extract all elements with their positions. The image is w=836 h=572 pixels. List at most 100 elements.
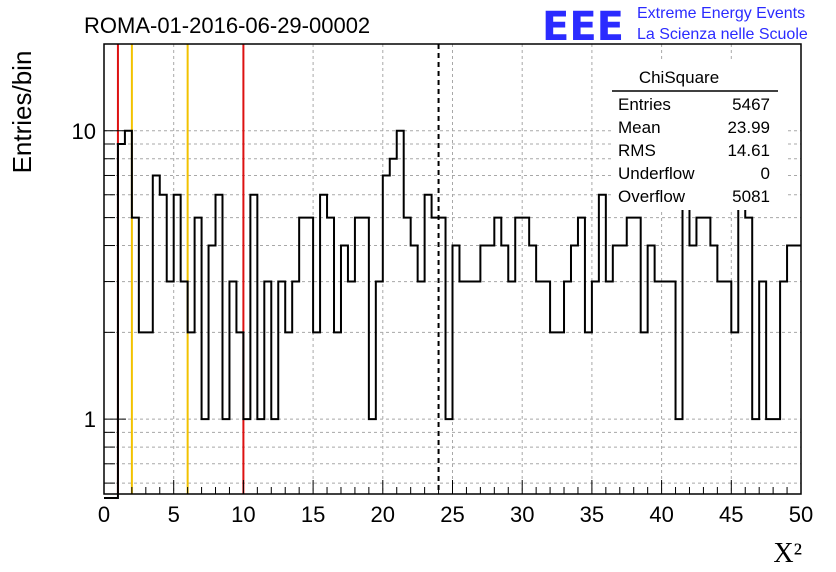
- histogram-bin: [620, 246, 627, 494]
- histogram-bin: [139, 332, 146, 494]
- x-tick-label: 0: [98, 502, 110, 527]
- histogram-bin: [397, 131, 404, 494]
- x-tick-label: 15: [301, 502, 325, 527]
- histogram-bin: [683, 195, 690, 494]
- stat-value: 5467: [732, 95, 770, 114]
- stat-value: 0: [761, 164, 770, 183]
- histogram-bin: [752, 419, 759, 494]
- histogram-bin: [320, 195, 327, 494]
- logo-mark: EEE: [542, 4, 624, 50]
- histogram-bin: [299, 218, 306, 494]
- histogram-bin: [195, 218, 202, 494]
- histogram-bin: [236, 332, 243, 494]
- histogram-bin: [794, 246, 801, 494]
- axis-ticks: [103, 43, 802, 494]
- histogram-bin: [648, 246, 655, 494]
- histogram-bin: [592, 282, 599, 494]
- histogram-bin: [494, 218, 501, 494]
- histogram-bin: [564, 282, 571, 494]
- histogram-bin: [759, 282, 766, 494]
- histogram-bin: [787, 246, 794, 494]
- stats-box: ChiSquare Entries 5467 Mean 23.99 RMS 14…: [612, 62, 786, 210]
- histogram-bin: [662, 282, 669, 494]
- histogram-bin: [717, 282, 724, 494]
- histogram-bin: [543, 282, 550, 494]
- histogram-bin: [181, 282, 188, 494]
- histogram-bin: [501, 246, 508, 494]
- histogram-bin: [292, 282, 299, 494]
- histogram-bin: [738, 195, 745, 494]
- histogram-bin: [355, 218, 362, 494]
- histogram-bin: [550, 332, 557, 494]
- histogram-bin: [146, 332, 153, 494]
- tick-labels: 0 5 10 15 20 25 30 35 40 45 50 1 10: [72, 119, 814, 527]
- histogram-bin: [466, 282, 473, 494]
- histogram-bin: [209, 246, 216, 494]
- histogram-bin: [599, 195, 606, 494]
- histogram-bin: [132, 218, 139, 494]
- histogram-bin: [515, 218, 522, 494]
- histogram-step-line: [104, 129, 801, 499]
- x-tick-label: 30: [510, 502, 534, 527]
- stats-title: ChiSquare: [639, 68, 719, 87]
- stat-value: 14.61: [727, 141, 770, 160]
- y-axis-title: Entries/bin: [7, 51, 37, 174]
- histogram-bin: [118, 144, 125, 494]
- histogram-bin: [459, 282, 466, 494]
- histogram-bin: [487, 246, 494, 494]
- x-tick-label: 35: [580, 502, 604, 527]
- histogram-bin: [285, 332, 292, 494]
- histogram-bin: [446, 419, 453, 494]
- histogram-bin: [250, 195, 257, 494]
- stat-label: Mean: [618, 118, 661, 137]
- histogram-bin: [606, 282, 613, 494]
- histogram-bin: [390, 159, 397, 494]
- histogram-bin: [278, 282, 285, 494]
- histogram-bin: [508, 282, 515, 494]
- histogram-bin: [425, 195, 432, 494]
- stat-label: Underflow: [618, 164, 695, 183]
- x-tick-label: 25: [440, 502, 464, 527]
- x-tick-label: 40: [649, 502, 673, 527]
- histogram-bin: [306, 218, 313, 494]
- histogram-bin: [153, 175, 160, 494]
- histogram-bin: [676, 419, 683, 494]
- histogram-bin: [257, 419, 264, 494]
- histogram-bin: [655, 282, 662, 494]
- histogram-bin: [188, 332, 195, 494]
- histogram-bin: [745, 218, 752, 494]
- histogram-bin: [264, 282, 271, 494]
- histogram-bin: [578, 218, 585, 494]
- stats-box-background: [612, 62, 786, 210]
- histogram-bin: [773, 419, 780, 494]
- histogram-bin: [327, 218, 334, 494]
- histogram-bin: [710, 246, 717, 494]
- histogram-bin: [613, 246, 620, 494]
- y-tick-label: 1: [84, 407, 96, 432]
- histogram-bin: [404, 218, 411, 494]
- histogram-bin: [453, 246, 460, 494]
- histogram-bin: [780, 282, 787, 494]
- histogram-bin: [557, 332, 564, 494]
- histogram-bin: [160, 195, 167, 494]
- histogram-bin: [222, 419, 229, 494]
- histogram-bin: [473, 282, 480, 494]
- histogram-bin: [202, 419, 209, 494]
- histogram-bin: [529, 246, 536, 494]
- histogram-bin: [641, 332, 648, 494]
- histogram-bin: [536, 282, 543, 494]
- histogram-bin: [731, 332, 738, 494]
- stat-label: Overflow: [618, 187, 686, 206]
- histogram-bin: [522, 218, 529, 494]
- histogram-bin: [627, 218, 634, 494]
- x-tick-label: 10: [231, 502, 255, 527]
- histogram-bin: [216, 195, 223, 494]
- histogram-bin: [313, 332, 320, 494]
- x-axis-title: X²: [773, 538, 802, 569]
- histogram-series: [104, 129, 801, 499]
- histogram-bin: [369, 419, 376, 494]
- stat-value: 23.99: [727, 118, 770, 137]
- histogram-bin: [348, 282, 355, 494]
- stat-label: Entries: [618, 95, 671, 114]
